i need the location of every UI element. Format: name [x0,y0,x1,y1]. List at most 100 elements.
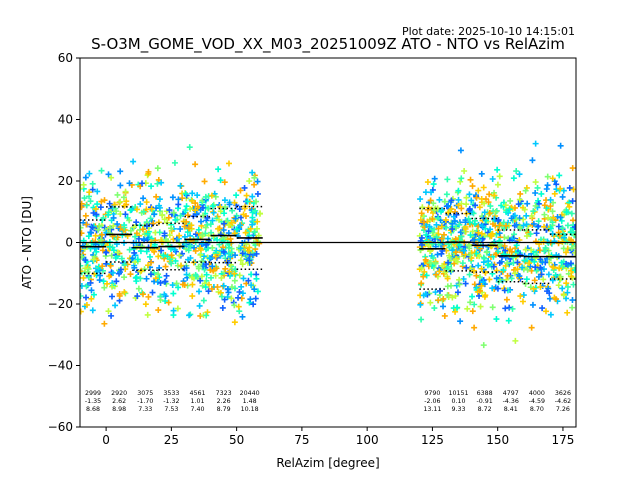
data-point [151,269,158,276]
data-point [240,211,247,218]
data-point [189,190,196,197]
data-point [231,270,238,277]
bin-count-label: 7323 [216,390,232,397]
data-point [469,308,476,315]
data-point [217,177,224,184]
data-point [188,222,195,229]
data-point [531,277,538,284]
data-point [256,210,263,217]
bin-statistics-lines [80,205,576,290]
data-point [221,179,228,186]
data-point [452,308,459,315]
data-point [143,275,150,282]
data-point [470,210,477,217]
data-point [225,244,232,251]
data-point [423,231,430,238]
data-point [199,231,206,238]
data-point [435,215,442,222]
data-point [144,311,151,318]
data-point [167,256,174,263]
data-point [93,248,100,255]
data-point [441,231,448,238]
data-point [181,223,188,230]
y-tick-label: 40 [58,113,73,127]
data-point [217,289,224,296]
data-point [449,220,456,227]
data-point [504,272,511,279]
data-point [522,246,529,253]
data-point [454,289,461,296]
data-point [89,180,96,187]
data-point [237,257,244,264]
data-point [117,168,124,175]
y-tick-label: 20 [58,174,73,188]
data-point [155,271,162,278]
data-point [141,266,148,273]
data-point [476,274,483,281]
data-point [83,221,90,228]
x-axis-label: RelAzim [degree] [276,456,379,470]
data-point [177,212,184,219]
data-point [440,303,447,310]
data-point [543,186,550,193]
data-point [544,288,551,295]
data-point [189,293,196,300]
data-point [571,224,576,231]
data-point [146,253,153,260]
data-point [80,253,85,260]
data-point [228,249,235,256]
data-point [448,267,455,274]
data-point [455,196,462,203]
x-tick-label: 100 [356,433,379,447]
data-point [237,187,244,194]
data-point [528,246,535,253]
data-point [112,255,119,262]
data-point [154,165,161,172]
bin-count-label: 3533 [163,390,179,397]
data-point [251,181,258,188]
data-point [480,184,487,191]
data-point [461,247,468,254]
data-point [523,233,530,240]
data-point [160,252,167,259]
data-point [438,223,445,230]
data-point [185,225,192,232]
data-point [238,283,245,290]
data-point [225,160,232,167]
data-point [178,262,185,269]
bin-mean-label: 2.62 [112,398,126,405]
data-point [417,216,424,223]
data-point [177,226,184,232]
bin-std-label: 8.79 [217,406,231,413]
data-point [162,278,169,285]
data-point [532,202,539,209]
data-point [98,167,105,174]
data-point [527,263,534,270]
data-point [441,198,448,205]
data-point [174,305,181,312]
data-point [148,205,155,212]
data-point [486,210,493,217]
data-point [235,294,242,301]
data-point [476,204,483,211]
data-point [534,184,541,191]
data-point [432,205,439,212]
data-point [209,263,216,270]
data-point [213,265,220,272]
data-point [419,204,426,211]
data-point [84,242,91,249]
data-point [209,217,216,224]
data-point [458,205,465,212]
data-point [80,269,85,276]
data-point [552,272,559,279]
data-point [501,287,508,294]
data-point [221,220,228,227]
data-point [171,159,178,166]
data-point [239,261,246,268]
data-point [550,264,557,271]
data-point [445,209,452,216]
y-axis-label: ATO - NTO [DU] [20,196,34,289]
data-point [541,211,548,218]
data-point [559,285,566,292]
data-point [522,187,529,194]
